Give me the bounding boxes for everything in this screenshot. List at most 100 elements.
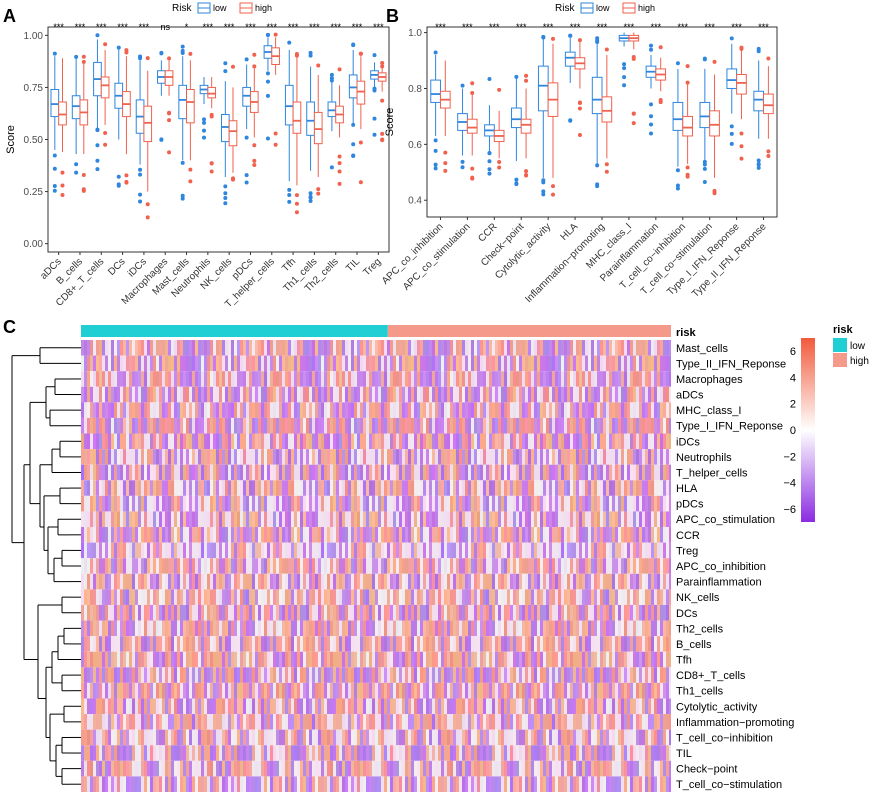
outlier-low [649, 43, 653, 48]
outlier-low [95, 143, 100, 148]
outlier-high [739, 131, 744, 136]
box-high [736, 74, 747, 95]
outlier-high [685, 80, 690, 85]
outlier-high [631, 56, 636, 61]
dendrogram-branch [49, 409, 70, 427]
box-low [284, 84, 294, 126]
colorbar-tick-label: 4 [790, 372, 796, 384]
outlier-high [470, 176, 475, 181]
dendrogram-branch [11, 355, 40, 544]
dendrogram-branch [63, 705, 70, 723]
box-low [430, 79, 441, 103]
significance-label: *** [330, 22, 341, 32]
heatmap-row-label: iDCs [676, 436, 700, 448]
outlier-low [514, 177, 519, 182]
dendrogram-branch [61, 674, 70, 692]
heatmap-row-label: Type_II_IFN_Reponse [676, 358, 786, 370]
significance-label: *** [731, 22, 742, 32]
outlier-high [358, 51, 363, 56]
dendrogram-branch [61, 549, 70, 567]
y-tick-label: 1.00 [24, 31, 44, 42]
outlier-high [167, 110, 172, 115]
outlier-high [103, 130, 108, 135]
significance-label: *** [704, 22, 715, 32]
box-high [186, 89, 195, 124]
outlier-low [244, 57, 249, 62]
panel-label-c: C [3, 317, 16, 337]
significance-label: *** [373, 22, 384, 32]
outlier-low [265, 79, 270, 84]
box-low [71, 95, 81, 120]
outlier-low [287, 187, 292, 192]
heatmap-row-label: MHC_class_I [676, 405, 741, 417]
outlier-low [52, 188, 57, 193]
dendrogram-branch [55, 744, 62, 777]
outlier-high [252, 158, 257, 163]
outlier-high [358, 180, 363, 185]
box-high [682, 115, 693, 137]
outlier-high [209, 169, 214, 174]
outlier-high [551, 192, 555, 197]
outlier-low [622, 83, 627, 88]
outlier-high [337, 161, 342, 166]
heatmap-row-label: Inflammation−promoting [676, 717, 794, 729]
outlier-high [577, 106, 582, 111]
outlier-low [244, 180, 249, 185]
significance-label: *** [75, 22, 86, 32]
dendrogram-branch [61, 596, 70, 614]
outlier-low [729, 141, 734, 146]
outlier-low [756, 49, 761, 54]
box-high [292, 101, 302, 134]
outlier-low [595, 163, 600, 168]
outlier-low [138, 56, 143, 61]
box-low [348, 74, 358, 99]
annotation-low [81, 325, 388, 337]
outlier-low [756, 158, 761, 163]
dendrogram-branch [57, 518, 70, 536]
heatmap-row-label: NK_cells [676, 592, 720, 604]
outlier-low [372, 132, 377, 137]
y-tick-label: 0.25 [24, 187, 44, 198]
outlier-high [658, 97, 663, 102]
outlier-high [294, 53, 299, 58]
outlier-low [52, 153, 57, 158]
outlier-low [675, 61, 680, 66]
box-high [520, 118, 532, 134]
significance-label: *** [678, 22, 689, 32]
heatmap-row-label: HLA [676, 483, 698, 495]
box-high [100, 76, 110, 99]
outlier-high [188, 167, 193, 172]
outlier-high [443, 168, 448, 173]
dendrogram-branch [47, 526, 58, 575]
outlier-low [223, 61, 228, 66]
panel-b-boxplot: 0.40.60.81.0ScoreAPC_co_inhibition***APC… [380, 2, 778, 305]
outlier-high [337, 67, 342, 72]
box-low [178, 84, 188, 120]
outlier-low [308, 198, 313, 203]
outlier-low [460, 159, 465, 164]
panel-a-boxplot: 0.000.250.500.751.00ScoreaDCs***B_cells*… [5, 2, 390, 310]
outlier-high [60, 170, 65, 175]
outlier-low [138, 172, 143, 177]
box-low [672, 101, 684, 131]
outlier-low [223, 196, 228, 201]
outlier-low [622, 66, 627, 71]
outlier-high [712, 59, 717, 64]
outlier-high [337, 169, 342, 174]
outlier-high [252, 64, 257, 69]
outlier-high [739, 144, 744, 149]
outlier-high [252, 162, 257, 167]
outlier-low [729, 124, 734, 129]
box-low [699, 101, 711, 129]
outlier-low [116, 45, 121, 50]
heatmap-row-label: Type_I_IFN_Reponse [676, 421, 783, 433]
risk-legend-swatch-low [833, 338, 847, 352]
outlier-low [756, 165, 761, 170]
outlier-low [116, 174, 121, 179]
outlier-low [159, 50, 164, 55]
heatmap-row-label: TIL [676, 748, 692, 760]
outlier-low [202, 120, 207, 125]
outlier-high [577, 100, 582, 105]
outlier-high [604, 169, 609, 174]
